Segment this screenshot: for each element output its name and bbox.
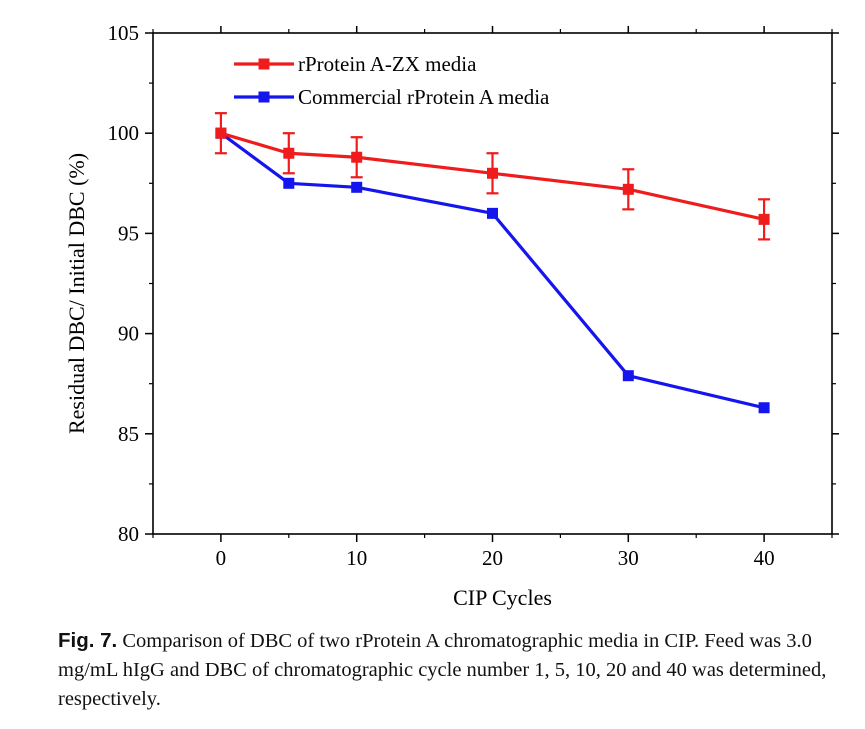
caption-text: Comparison of DBC of two rProtein A chro… — [58, 630, 827, 710]
series-1 — [214, 112, 771, 241]
data-point — [622, 183, 634, 195]
x-tick-label: 30 — [618, 546, 639, 570]
legend-item: Commercial rProtein A media — [234, 85, 550, 109]
legend-marker — [258, 91, 270, 103]
data-point — [351, 151, 363, 163]
x-tick-label: 0 — [216, 546, 227, 570]
data-point — [622, 370, 634, 382]
y-tick-label: 80 — [118, 522, 139, 546]
dbc-line-chart: 0 10 20 30 40 80 85 90 95 100 105 CIP Cycles Resi… — [64, 21, 839, 610]
data-point — [283, 147, 295, 159]
y-tick-label: 90 — [118, 322, 139, 346]
series-layer — [214, 112, 771, 414]
data-point — [758, 402, 770, 414]
data-point — [215, 127, 227, 139]
y-tick-label: 85 — [118, 422, 139, 446]
y-tick-label: 105 — [108, 21, 140, 45]
y-ticks: 80 85 90 95 100 105 — [108, 21, 839, 546]
series-line — [219, 131, 765, 410]
legend-marker — [258, 58, 270, 70]
x-ticks: 0 10 20 30 40 — [152, 26, 833, 570]
data-point — [487, 167, 498, 179]
x-tick-label: 40 — [754, 546, 775, 570]
caption-label: Fig. 7. — [58, 629, 118, 652]
y-axis-title: Residual DBC/ Initial DBC (%) — [64, 153, 89, 434]
data-point — [351, 181, 363, 193]
legend-label: Commercial rProtein A media — [298, 85, 550, 109]
x-axis-title: CIP Cycles — [453, 585, 552, 610]
data-point — [487, 207, 498, 219]
data-point — [283, 177, 295, 189]
legend-item: rProtein A-ZX media — [234, 52, 477, 76]
legend-label: rProtein A-ZX media — [298, 52, 477, 76]
x-tick-label: 10 — [346, 546, 367, 570]
series-line — [220, 131, 765, 221]
figure-caption: Fig. 7. Comparison of DBC of two rProtei… — [58, 626, 848, 714]
x-tick-label: 20 — [482, 546, 503, 570]
y-tick-label: 100 — [108, 121, 140, 145]
legend: rProtein A-ZX media Commercial rProtein A… — [234, 52, 550, 109]
y-tick-label: 95 — [118, 221, 139, 245]
data-point — [758, 213, 770, 225]
